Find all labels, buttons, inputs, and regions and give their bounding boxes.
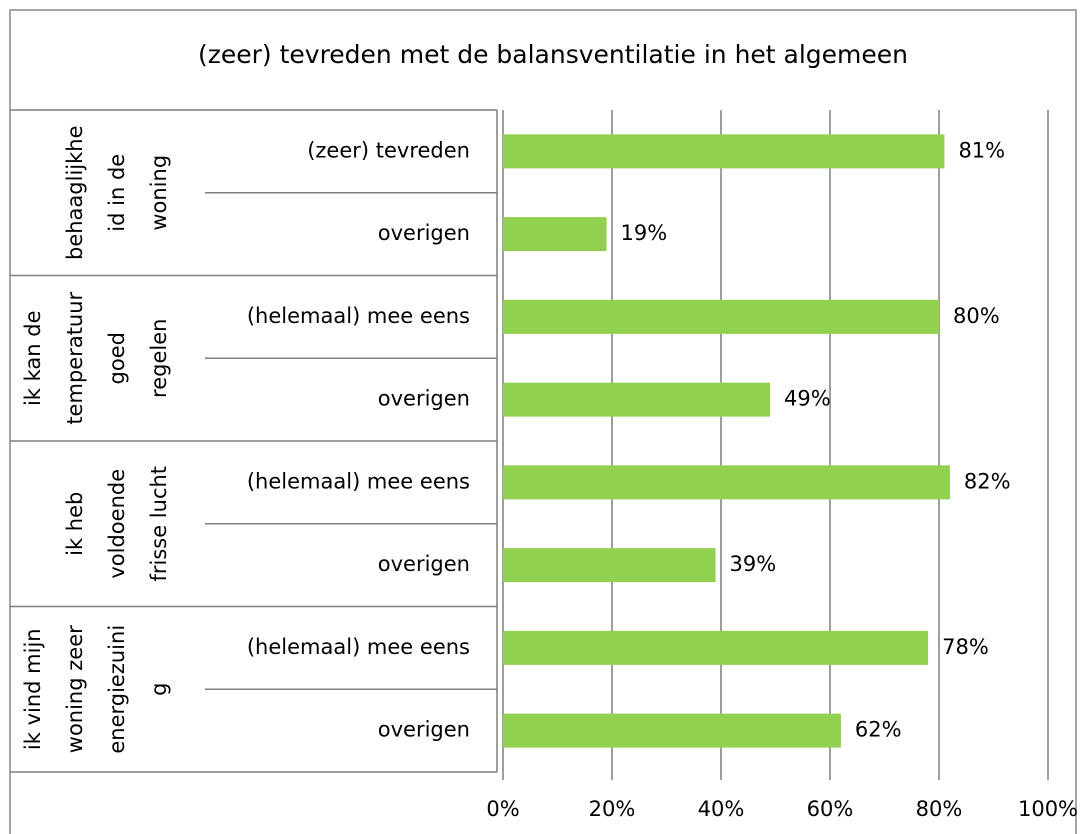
data-label: 80% xyxy=(953,304,1000,328)
group-label: regelen xyxy=(147,319,171,398)
y-tick-label: overigen xyxy=(378,552,470,576)
y-tick-label: (zeer) tevreden xyxy=(307,138,470,162)
data-label: 81% xyxy=(958,138,1005,162)
data-label: 19% xyxy=(621,221,668,245)
bar xyxy=(503,134,945,169)
data-label: 82% xyxy=(964,469,1011,493)
group-label: ik heb xyxy=(63,492,87,556)
group-label: voldoende xyxy=(105,469,129,579)
x-tick-label: 60% xyxy=(807,797,854,821)
group-label: woning zeer xyxy=(63,625,87,753)
bar xyxy=(503,548,716,583)
bar xyxy=(503,465,950,500)
group-label: woning xyxy=(147,155,171,231)
y-tick-label: (helemaal) mee eens xyxy=(247,635,470,659)
group-label: energiezuini xyxy=(105,625,129,754)
bar xyxy=(503,713,841,748)
bar xyxy=(503,299,939,334)
y-tick-label: (helemaal) mee eens xyxy=(247,469,470,493)
group-label: ik vind mijn xyxy=(21,628,45,750)
y-tick-label: (helemaal) mee eens xyxy=(247,304,470,328)
x-tick-label: 80% xyxy=(916,797,963,821)
data-label: 39% xyxy=(730,552,777,576)
bar xyxy=(503,217,607,252)
x-tick-label: 0% xyxy=(486,797,519,821)
group-label: goed xyxy=(105,332,129,384)
y-tick-label: overigen xyxy=(378,387,470,411)
data-label: 49% xyxy=(784,387,831,411)
y-tick-label: overigen xyxy=(378,221,470,245)
group-label: id in de xyxy=(105,154,129,232)
group-label: ik kan de xyxy=(21,310,45,406)
x-tick-label: 20% xyxy=(589,797,636,821)
chart-border xyxy=(9,9,1077,834)
group-label: g xyxy=(147,683,171,696)
data-label: 62% xyxy=(855,718,902,742)
bar xyxy=(503,382,771,417)
bar xyxy=(503,630,929,665)
x-tick-label: 100% xyxy=(1018,797,1078,821)
group-label: behaaglijkhe xyxy=(63,125,87,260)
y-tick-label: overigen xyxy=(378,718,470,742)
group-label: temperatuur xyxy=(63,291,87,424)
x-tick-label: 40% xyxy=(698,797,745,821)
chart-title: (zeer) tevreden met de balansventilatie … xyxy=(198,40,908,69)
data-label: 78% xyxy=(942,635,989,659)
group-label: frisse lucht xyxy=(147,466,171,582)
